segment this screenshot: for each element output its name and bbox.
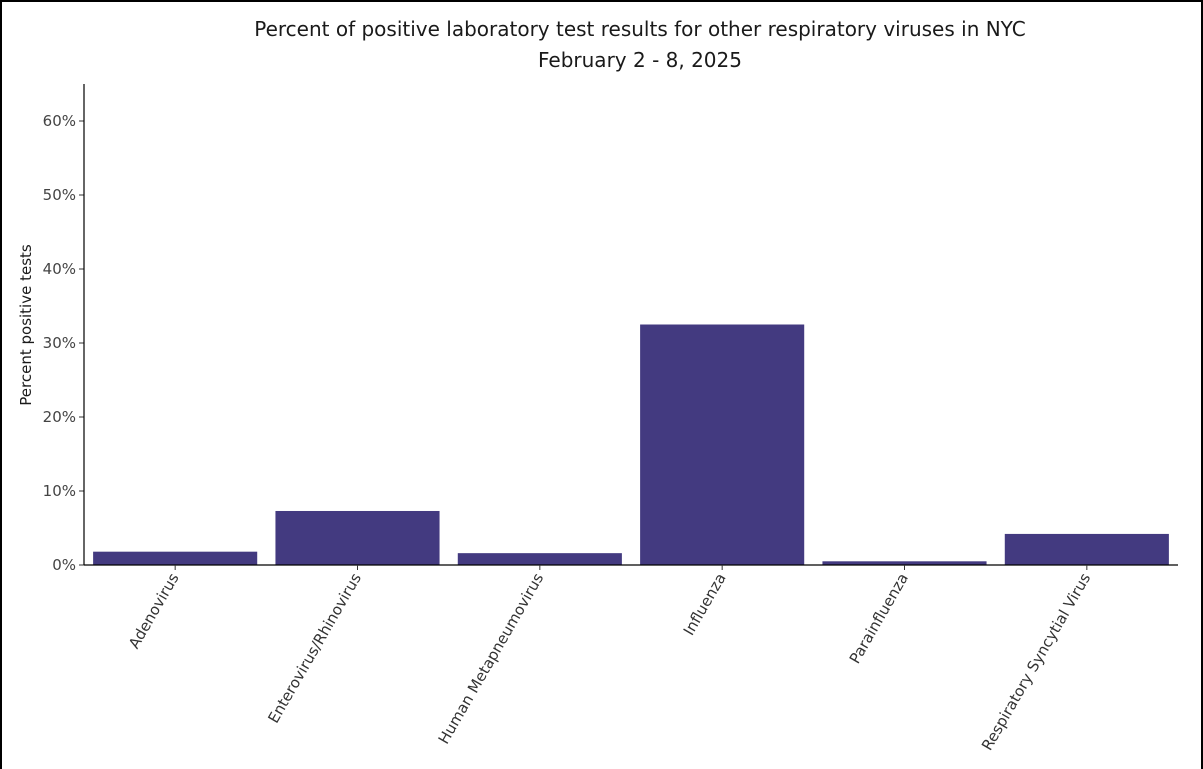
x-category-label: Influenza — [680, 570, 730, 638]
x-category-label: Human Metapneumovirus — [435, 570, 548, 747]
x-category-label: Adenovirus — [125, 570, 183, 652]
bar — [457, 553, 622, 565]
bar — [93, 551, 258, 565]
bar — [822, 561, 987, 565]
bars — [93, 324, 1169, 565]
y-tick-label: 0% — [52, 556, 76, 574]
bar — [640, 324, 805, 565]
x-category-label: Parainfluenza — [846, 570, 912, 667]
bar — [275, 510, 440, 565]
chart-title: Percent of positive laboratory test resu… — [254, 17, 1026, 41]
y-tick-label: 50% — [43, 186, 76, 204]
y-axis-ticks: 0% 10% 20% 30% 40% 50% 60% — [43, 112, 84, 574]
x-category-label: Respiratory Syncytial Virus — [978, 570, 1094, 754]
x-axis-labels: Adenovirus Enterovirus/Rhinovirus Human Me… — [125, 565, 1094, 754]
bar — [1004, 533, 1169, 565]
y-tick-label: 40% — [43, 260, 76, 278]
y-tick-label: 20% — [43, 408, 76, 426]
y-tick-label: 60% — [43, 112, 76, 130]
y-tick-label: 30% — [43, 334, 76, 352]
y-axis-label: Percent positive tests — [17, 244, 35, 406]
chart-subtitle: February 2 - 8, 2025 — [538, 48, 742, 72]
x-category-label: Enterovirus/Rhinovirus — [264, 570, 365, 726]
y-tick-label: 10% — [43, 482, 76, 500]
